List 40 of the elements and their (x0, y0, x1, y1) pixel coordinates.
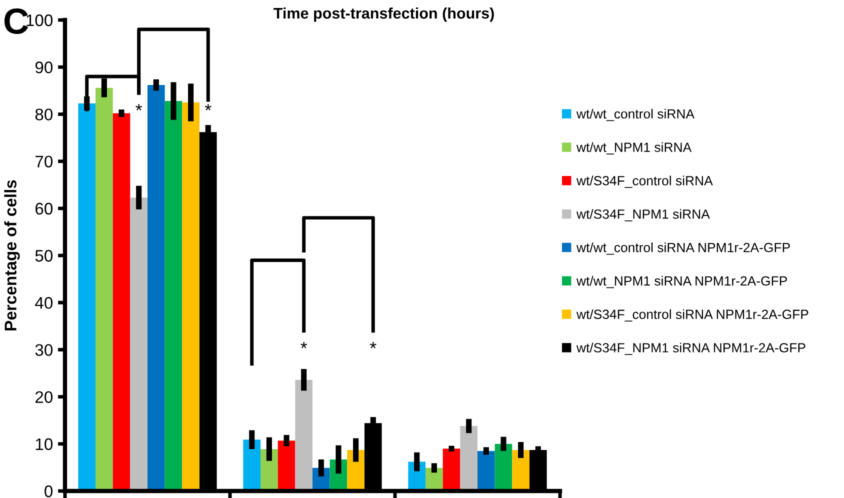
annotation: * (370, 342, 376, 348)
legend-label: wt/wt_NPM1 siRNA (576, 142, 692, 154)
legend-label: wt/wt_NPM1 siRNA NPM1r-2A-GFP (576, 276, 787, 288)
legend-label: wt/S34F_NPM1 siRNA NPM1r-2A-GFP (576, 342, 806, 355)
y-tick-label: 70 (36, 156, 53, 168)
y-tick-label: 60 (36, 202, 53, 215)
bar (148, 85, 165, 491)
bar (96, 88, 113, 491)
bar (478, 450, 495, 491)
y-tick-label: 30 (35, 344, 53, 356)
bar (442, 448, 460, 491)
y-tick-label: 0 (44, 485, 53, 498)
bar (243, 440, 261, 491)
legend-label: wt/S34F_control siRNA (576, 176, 713, 188)
legend-label: wt/S34F_NPM1 siRNA (576, 209, 710, 222)
annotation: * (136, 104, 142, 110)
legend-label: wt/S34F_control siRNA NPM1r-2A-GFP (576, 309, 808, 322)
bar (78, 103, 96, 491)
y-tick-label: 90 (35, 62, 53, 74)
bar (164, 101, 182, 491)
bar (512, 450, 530, 491)
y-tick-label: 40 (35, 297, 53, 309)
annotation: * (204, 104, 212, 110)
y-tick-label: 20 (35, 391, 53, 404)
bar (130, 198, 148, 491)
y-tick-label: 80 (35, 108, 53, 120)
y-axis-title: Percentage of cells (4, 180, 20, 330)
bar (460, 426, 478, 491)
y-tick-label: 50 (35, 250, 53, 262)
y-tick-label: 100 (26, 14, 53, 26)
bar (112, 113, 130, 491)
bar (182, 102, 200, 491)
text: C (4, 8, 28, 34)
legend-label: wt/wt_control siRNA (576, 108, 695, 122)
bar (278, 440, 296, 491)
annotation: * (300, 342, 308, 348)
bar (295, 380, 312, 491)
y-tick-label: 10 (36, 438, 53, 450)
legend-label: wt/wt_control siRNA NPM1r-2A-GFP (576, 242, 790, 255)
chart-title: Time post-transfection (hours) (274, 7, 494, 22)
